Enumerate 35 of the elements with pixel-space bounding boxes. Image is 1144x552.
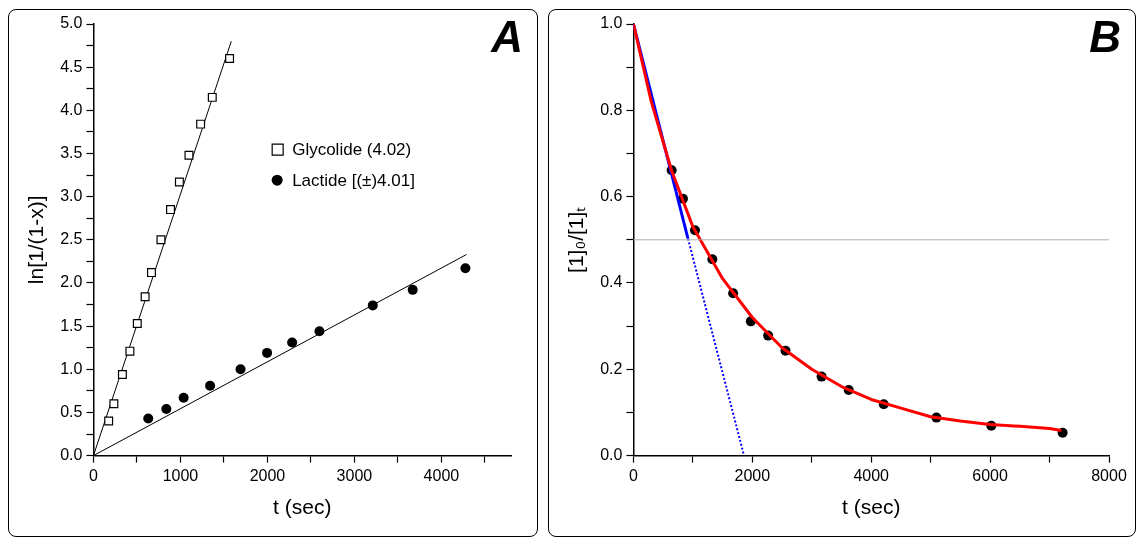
annotation: A [490, 12, 523, 62]
x-tick-label: 4000 [853, 466, 890, 484]
annotation: B [1089, 12, 1121, 62]
y-tick-label: 4.0 [60, 100, 83, 118]
x-tick-label: 4000 [423, 466, 460, 484]
y-axis-title: ln[1/(1-x)] [24, 195, 48, 285]
y-tick-label: 0.2 [600, 359, 623, 377]
y-tick-label: 2.5 [60, 230, 83, 248]
x-tick-label: 0 [628, 466, 638, 484]
y-tick-label: 0.8 [600, 100, 623, 118]
y-tick-label: 2.0 [60, 273, 83, 291]
y-axis-title: [1]₀/[1]ₜ [564, 206, 588, 273]
x-tick-label: 6000 [972, 466, 1009, 484]
x-tick-label: 8000 [1091, 466, 1127, 484]
legend-label: Glycolide (4.02) [292, 139, 412, 159]
x-tick-label: 0 [88, 466, 98, 484]
x-tick-label: 2000 [734, 466, 771, 484]
y-tick-label: 0.0 [60, 446, 83, 464]
y-tick-label: 1.0 [60, 359, 83, 377]
y-tick-label: 0.5 [60, 402, 83, 420]
y-tick-label: 3.5 [60, 143, 83, 161]
x-axis-title: t (sec) [273, 495, 332, 519]
y-tick-label: 3.0 [60, 187, 83, 205]
y-tick-label: 0.0 [600, 446, 623, 464]
x-axis-title: t (sec) [842, 495, 901, 519]
y-tick-label: 0.6 [600, 187, 623, 205]
y-tick-label: 0.4 [600, 273, 623, 291]
y-tick-label: 5.0 [60, 14, 83, 32]
y-tick-label: 1.5 [60, 316, 83, 334]
legend-label: Lactide [(±)4.01] [292, 170, 415, 190]
x-tick-label: 2000 [249, 466, 286, 484]
x-tick-label: 3000 [336, 466, 373, 484]
y-tick-label: 1.0 [600, 14, 623, 32]
y-tick-label: 4.5 [60, 57, 83, 75]
x-tick-label: 1000 [162, 466, 199, 484]
